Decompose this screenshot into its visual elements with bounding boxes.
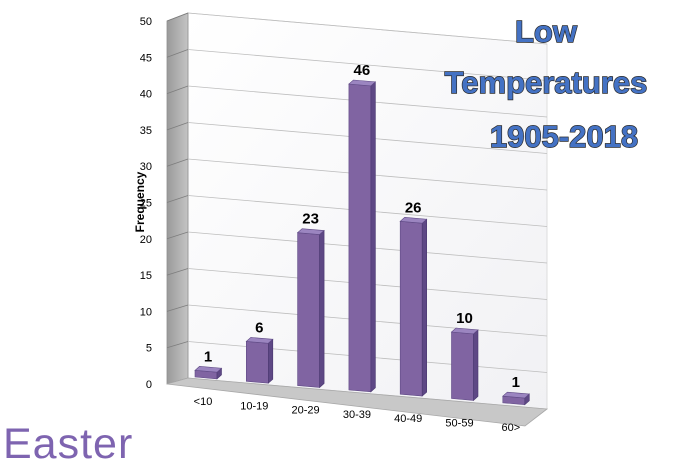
y-tick-label: 0	[146, 379, 152, 391]
data-labels: 1 6 23 46 26 10 1	[204, 62, 520, 391]
x-tick-label: <10	[194, 396, 213, 408]
side-gridline	[166, 49, 189, 58]
caption: Easter	[3, 420, 134, 468]
data-label: 26	[405, 199, 422, 216]
x-tick-label: 10-19	[240, 400, 268, 412]
bar-side	[473, 329, 479, 402]
bar-front	[451, 331, 474, 401]
bar-top	[194, 366, 223, 373]
x-tick-label: 50-59	[445, 418, 473, 430]
side-gridline	[166, 268, 189, 276]
title-line-3: 1905-2018	[490, 119, 638, 154]
x-tick-label: 60>	[501, 422, 520, 434]
bar-front	[246, 341, 269, 384]
bar-front	[399, 220, 423, 397]
bar-side	[370, 81, 376, 393]
bar-side	[267, 338, 274, 384]
title-line-2: Temperatures	[445, 65, 648, 100]
data-label: 1	[204, 348, 212, 365]
side-gridline	[166, 122, 189, 131]
y-tick-label: 20	[140, 234, 152, 246]
bar-side	[319, 229, 325, 389]
x-tick-label: 30-39	[343, 409, 371, 421]
chart-title: Low Temperatures 1905-2018	[444, 13, 648, 154]
y-tick-label: 45	[140, 52, 152, 64]
y-tick-label: 10	[140, 306, 152, 318]
bar-top	[450, 327, 479, 335]
y-tick-label: 30	[140, 161, 152, 173]
side-gridline	[166, 341, 189, 349]
side-wall	[166, 12, 189, 385]
bar-top	[296, 228, 325, 235]
y-tick-label: 50	[140, 16, 152, 28]
y-axis-title: Frequency	[133, 171, 147, 232]
side-gridline	[166, 231, 189, 240]
data-label: 23	[302, 211, 319, 228]
bar-side	[421, 218, 428, 397]
side-gridline	[166, 304, 189, 312]
floor	[166, 377, 549, 427]
y-tick-label: 5	[146, 343, 152, 355]
x-tick-label: 20-29	[292, 405, 320, 417]
data-label: 1	[512, 374, 520, 391]
data-label: 46	[354, 62, 371, 79]
title-line-1: Low	[515, 14, 578, 49]
y-tick-label: 40	[140, 89, 152, 101]
y-tick-label: 15	[140, 270, 152, 282]
x-axis-ticks: <10 10-19 20-29 30-39 40-49 50-59 60>	[194, 396, 520, 434]
bar-front	[348, 83, 372, 393]
y-tick-label: 25	[140, 198, 152, 210]
gridline	[187, 49, 548, 81]
bar-top	[245, 337, 274, 344]
side-gridline	[166, 85, 189, 94]
y-axis-ticks: 0 5 10 15 20 25 30 35 40 45 50	[140, 16, 152, 391]
y-tick-label: 35	[140, 125, 152, 137]
data-label: 6	[255, 319, 263, 336]
data-label: 10	[456, 310, 473, 327]
x-tick-label: 40-49	[394, 413, 422, 425]
side-gridline	[166, 195, 189, 203]
bars	[194, 79, 531, 406]
bar-top	[348, 79, 377, 87]
bar-top	[399, 216, 428, 224]
bar-front	[297, 232, 320, 388]
side-gridline	[166, 158, 189, 167]
gridline	[187, 12, 548, 45]
side-gridline	[166, 12, 189, 22]
bar-top	[502, 391, 531, 399]
